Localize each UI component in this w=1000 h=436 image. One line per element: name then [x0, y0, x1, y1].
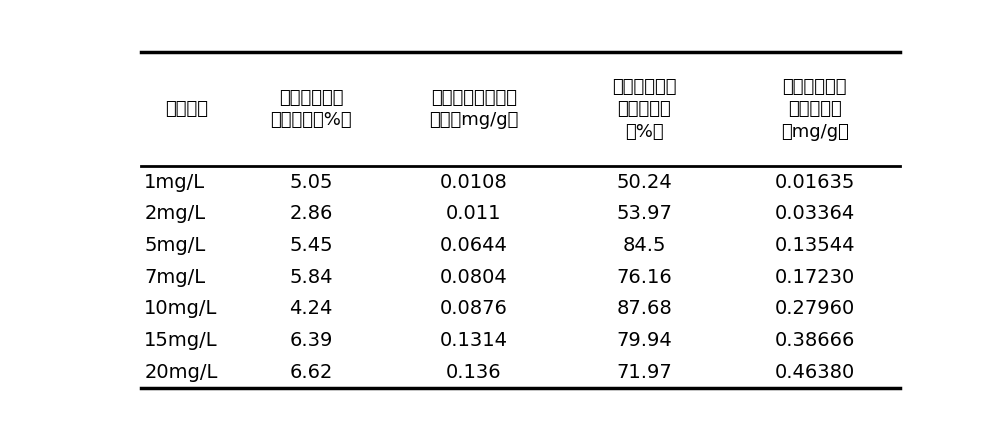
Text: 6.62: 6.62 — [289, 363, 333, 382]
Text: 0.27960: 0.27960 — [775, 300, 855, 318]
Text: 天然沸石对氨
氮去除率（%）: 天然沸石对氨 氮去除率（%） — [270, 89, 352, 129]
Text: 天然沸石对氨氮吸
附量（mg/g）: 天然沸石对氨氮吸 附量（mg/g） — [429, 89, 518, 129]
Text: 0.011: 0.011 — [446, 204, 501, 223]
Text: 50.24: 50.24 — [616, 173, 672, 192]
Text: 5.05: 5.05 — [289, 173, 333, 192]
Text: 5.84: 5.84 — [289, 268, 333, 287]
Text: 0.0804: 0.0804 — [440, 268, 508, 287]
Text: 2.86: 2.86 — [289, 204, 333, 223]
Text: 15mg/L: 15mg/L — [144, 331, 218, 350]
Text: 87.68: 87.68 — [616, 300, 672, 318]
Text: 79.94: 79.94 — [616, 331, 672, 350]
Text: 0.03364: 0.03364 — [775, 204, 855, 223]
Text: 0.13544: 0.13544 — [774, 236, 855, 255]
Text: 0.0876: 0.0876 — [440, 300, 508, 318]
Text: 0.17230: 0.17230 — [775, 268, 855, 287]
Text: 84.5: 84.5 — [622, 236, 666, 255]
Text: 0.46380: 0.46380 — [775, 363, 855, 382]
Text: 0.01635: 0.01635 — [775, 173, 855, 192]
Text: 改性沸石球对
氨氮吸附量
（mg/g）: 改性沸石球对 氨氮吸附量 （mg/g） — [781, 78, 849, 140]
Text: 4.24: 4.24 — [289, 300, 333, 318]
Text: 0.0644: 0.0644 — [440, 236, 508, 255]
Text: 1mg/L: 1mg/L — [144, 173, 206, 192]
Text: 53.97: 53.97 — [616, 204, 672, 223]
Text: 0.38666: 0.38666 — [775, 331, 855, 350]
Text: 20mg/L: 20mg/L — [144, 363, 218, 382]
Text: 5mg/L: 5mg/L — [144, 236, 206, 255]
Text: 改性沸石球对
氨氮去除率
（%）: 改性沸石球对 氨氮去除率 （%） — [612, 78, 676, 140]
Text: 0.136: 0.136 — [446, 363, 502, 382]
Text: 76.16: 76.16 — [616, 268, 672, 287]
Text: 10mg/L: 10mg/L — [144, 300, 218, 318]
Text: 5.45: 5.45 — [289, 236, 333, 255]
Text: 氨氮浓度: 氨氮浓度 — [166, 100, 208, 119]
Text: 71.97: 71.97 — [616, 363, 672, 382]
Text: 2mg/L: 2mg/L — [144, 204, 206, 223]
Text: 6.39: 6.39 — [289, 331, 333, 350]
Text: 0.1314: 0.1314 — [440, 331, 508, 350]
Text: 7mg/L: 7mg/L — [144, 268, 206, 287]
Text: 0.0108: 0.0108 — [440, 173, 508, 192]
